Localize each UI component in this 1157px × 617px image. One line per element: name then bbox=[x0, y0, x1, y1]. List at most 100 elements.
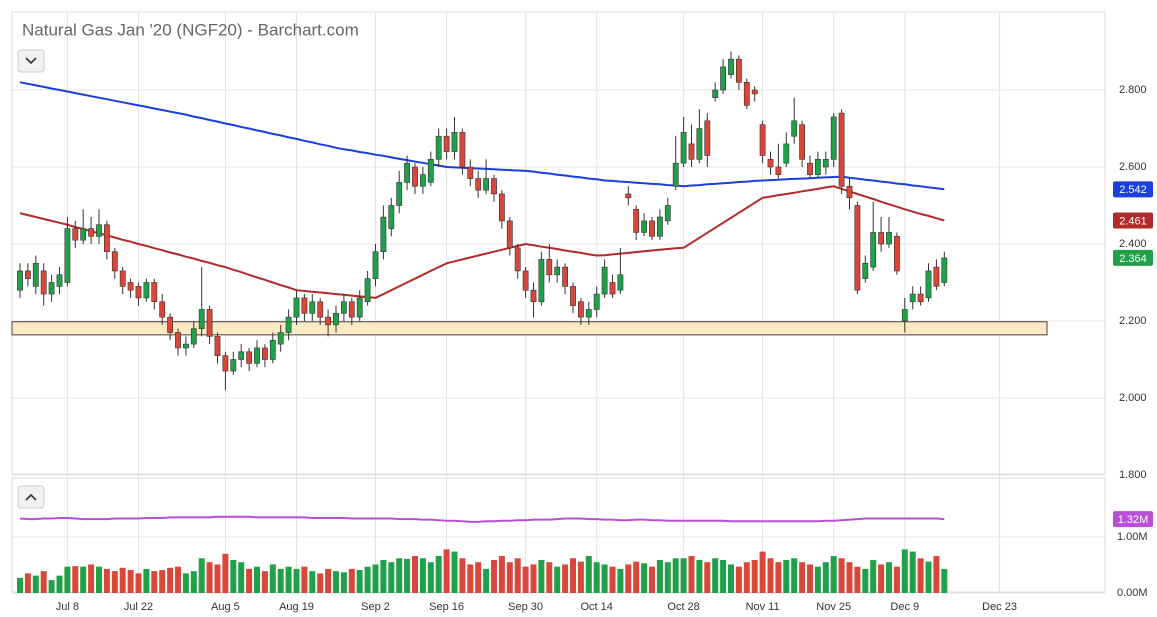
volume-bar bbox=[570, 558, 576, 593]
last-value-box bbox=[1113, 511, 1153, 528]
candle-body bbox=[814, 159, 821, 176]
y-tick-label: 1.00M bbox=[1117, 531, 1148, 543]
candle-body bbox=[459, 132, 466, 168]
volume-bar bbox=[32, 575, 39, 593]
candle-body bbox=[609, 282, 616, 295]
y-tick-label: 2.600 bbox=[1119, 161, 1147, 173]
candle-body bbox=[585, 309, 592, 318]
x-tick-label: Aug 5 bbox=[211, 601, 240, 613]
candle-body bbox=[751, 89, 758, 95]
expand-button-box[interactable] bbox=[17, 485, 45, 509]
volume-bar bbox=[886, 562, 892, 593]
volume-bar bbox=[396, 558, 403, 593]
volume-bar bbox=[435, 556, 442, 593]
candle-body bbox=[396, 182, 403, 206]
volume-bar bbox=[506, 562, 513, 593]
volume-bar bbox=[909, 551, 916, 593]
x-tick-label: Sep 16 bbox=[429, 601, 464, 613]
candle-body bbox=[593, 293, 600, 310]
candle-body bbox=[680, 132, 687, 164]
volume-bar bbox=[159, 570, 166, 593]
volume-bar bbox=[380, 559, 387, 593]
volume-bar bbox=[814, 566, 821, 593]
x-tick-label: Sep 2 bbox=[361, 601, 390, 613]
candle-body bbox=[190, 328, 197, 345]
y-tick-label: 2.200 bbox=[1119, 315, 1147, 327]
volume-bar bbox=[617, 568, 624, 593]
candle-body bbox=[325, 316, 331, 326]
candle-body bbox=[412, 166, 418, 187]
candle-body bbox=[317, 301, 324, 318]
candle-body bbox=[601, 266, 608, 295]
volume-bar bbox=[254, 566, 260, 593]
candle-body bbox=[704, 120, 711, 156]
moving-average-line bbox=[19, 81, 945, 191]
candle-body bbox=[728, 58, 734, 75]
volume-bar bbox=[372, 564, 379, 593]
chevron-down bbox=[25, 57, 37, 65]
candle-body bbox=[530, 289, 537, 303]
volume-bar bbox=[48, 580, 55, 593]
candle-body bbox=[901, 309, 908, 322]
chart-title: Natural Gas Jan '20 (NGF20) - Barchart.c… bbox=[22, 20, 359, 39]
volume-bar bbox=[404, 558, 411, 593]
candle-body bbox=[254, 347, 260, 364]
volume-bar bbox=[554, 566, 561, 593]
expand-button[interactable] bbox=[17, 485, 45, 509]
volume-bar bbox=[277, 568, 284, 593]
candle-body bbox=[506, 220, 513, 249]
volume-bar bbox=[119, 567, 126, 593]
candle-body bbox=[514, 247, 521, 272]
candle-body bbox=[925, 270, 932, 299]
volume-bar bbox=[475, 562, 482, 593]
candle-body bbox=[388, 205, 395, 229]
collapse-button[interactable] bbox=[17, 49, 45, 73]
candle-body bbox=[641, 220, 647, 233]
candle-body bbox=[878, 232, 884, 245]
last-value-box bbox=[1113, 249, 1153, 266]
candle-body bbox=[419, 174, 426, 187]
volume-bar bbox=[214, 564, 221, 593]
volume-bar bbox=[333, 571, 339, 593]
volume-bar bbox=[783, 559, 790, 593]
last-value-box bbox=[1113, 181, 1153, 198]
volume-bar bbox=[641, 563, 648, 593]
candle-body bbox=[72, 228, 79, 241]
volume-bar bbox=[680, 558, 687, 593]
volume-bar bbox=[135, 573, 142, 593]
volume-bar bbox=[103, 568, 110, 593]
candle-body bbox=[206, 309, 213, 337]
candle-body bbox=[143, 282, 150, 299]
volume-bar bbox=[301, 566, 308, 593]
volume-bar bbox=[664, 562, 671, 593]
last-value-box bbox=[1113, 212, 1153, 229]
candle-body bbox=[483, 178, 489, 191]
candle-body bbox=[96, 224, 102, 237]
candle-body bbox=[309, 301, 316, 314]
volume-bar bbox=[933, 556, 940, 593]
candle-body bbox=[333, 312, 339, 326]
candle-body bbox=[119, 270, 126, 287]
volume-bar bbox=[704, 562, 711, 593]
volume-bar bbox=[791, 558, 798, 593]
candle-body bbox=[862, 262, 869, 279]
candle-body bbox=[538, 259, 545, 303]
support-zone bbox=[11, 321, 1048, 336]
candle-body bbox=[562, 266, 568, 287]
candle-body bbox=[799, 124, 805, 160]
candle-body bbox=[467, 166, 474, 179]
volume-bar bbox=[56, 575, 63, 593]
volume-bar bbox=[546, 562, 553, 593]
volume-bar bbox=[593, 562, 600, 593]
candle-body bbox=[198, 309, 205, 330]
last-value-label: 2.542 bbox=[1119, 184, 1147, 196]
chevron-up bbox=[25, 493, 37, 501]
candle-body bbox=[451, 132, 458, 152]
volume-bar bbox=[206, 562, 213, 593]
candle-body bbox=[293, 297, 300, 318]
price-pane bbox=[11, 11, 1106, 475]
volume-bar bbox=[222, 553, 229, 593]
collapse-button-box[interactable] bbox=[17, 49, 45, 73]
volume-bar bbox=[830, 556, 837, 593]
volume-bar bbox=[838, 558, 845, 593]
